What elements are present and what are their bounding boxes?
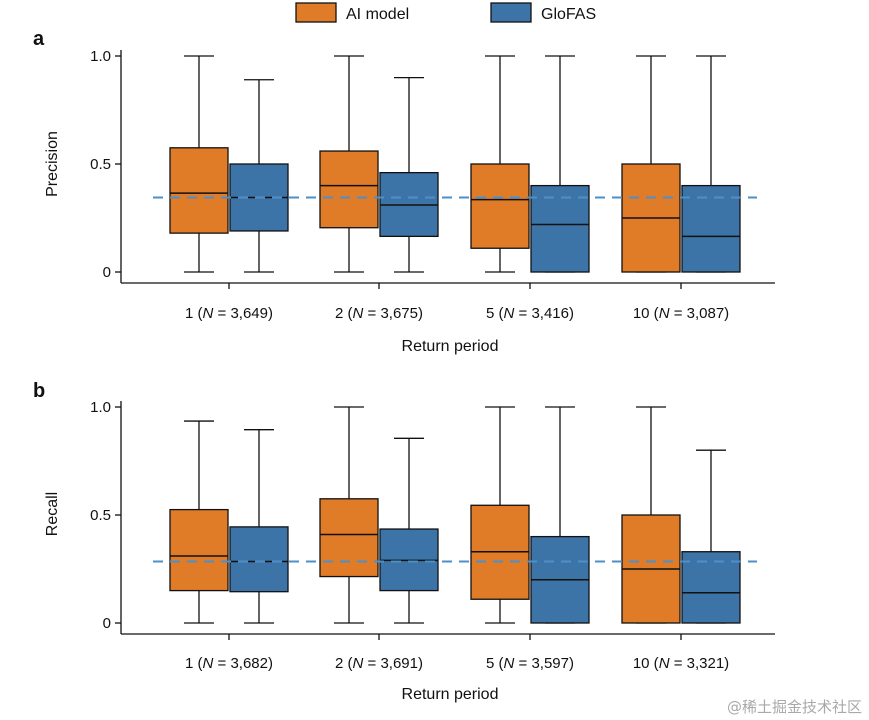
y-axis-title: Precision bbox=[44, 131, 61, 197]
ai-model-box-1 bbox=[169, 55, 229, 273]
y-tick-label: 1.0 bbox=[90, 48, 111, 65]
panel-b-recall: b Recall Return period 0 0.5 1.0 1 (N = 3,6… bbox=[33, 380, 775, 703]
iqr-box bbox=[681, 551, 741, 624]
y-axis-title: Recall bbox=[44, 492, 61, 536]
x-tick-label: 1 (N = 3,682) bbox=[185, 655, 273, 672]
iqr-box bbox=[319, 150, 379, 229]
y-tick-label: 0 bbox=[103, 264, 111, 281]
legend-label-ai-model: AI model bbox=[346, 6, 409, 23]
ai-model-box-10 bbox=[621, 406, 681, 624]
x-axis-title: Return period bbox=[402, 338, 499, 355]
x-tick-label: 5 (N = 3,416) bbox=[486, 305, 574, 322]
glofas-box-1 bbox=[229, 429, 289, 624]
x-tick-label: 2 (N = 3,675) bbox=[335, 305, 423, 322]
glofas-box-10 bbox=[681, 449, 741, 624]
y-tick-label: 0 bbox=[103, 615, 111, 632]
ai-model-box-5 bbox=[470, 55, 530, 273]
glofas-box-1 bbox=[229, 79, 289, 273]
legend-swatch-ai-model bbox=[295, 2, 337, 23]
x-tick-label: 10 (N = 3,321) bbox=[633, 655, 729, 672]
x-tick-label: 5 (N = 3,597) bbox=[486, 655, 574, 672]
ai-model-box-5 bbox=[470, 406, 530, 624]
iqr-box bbox=[681, 184, 741, 273]
x-tick-label: 2 (N = 3,691) bbox=[335, 655, 423, 672]
glofas-box-2 bbox=[379, 437, 439, 624]
legend-swatch-glofas bbox=[490, 2, 532, 23]
panel-letter-b: b bbox=[33, 380, 45, 402]
ai-model-box-1 bbox=[169, 420, 229, 624]
x-tick-label: 1 (N = 3,649) bbox=[185, 305, 273, 322]
iqr-box bbox=[229, 526, 289, 593]
iqr-box bbox=[169, 147, 229, 234]
iqr-box bbox=[470, 163, 530, 249]
y-tick-label: 1.0 bbox=[90, 399, 111, 416]
x-axis-title: Return period bbox=[402, 686, 499, 703]
panel-a-precision: a Precision Return period 0 0.5 1.0 1 (N = … bbox=[33, 28, 775, 355]
y-tick-label: 0.5 bbox=[90, 507, 111, 524]
ai-model-box-10 bbox=[621, 55, 681, 273]
panel-letter-a: a bbox=[33, 28, 45, 50]
iqr-box bbox=[530, 184, 590, 273]
iqr-box bbox=[169, 508, 229, 592]
glofas-box-5 bbox=[530, 406, 590, 624]
y-tick-label: 0.5 bbox=[90, 156, 111, 173]
glofas-box-2 bbox=[379, 76, 439, 273]
ai-model-box-2 bbox=[319, 406, 379, 624]
ai-model-box-2 bbox=[319, 55, 379, 273]
iqr-box bbox=[319, 498, 379, 578]
legend: AI model GloFAS bbox=[295, 2, 596, 23]
legend-label-glofas: GloFAS bbox=[541, 6, 596, 23]
glofas-box-10 bbox=[681, 55, 741, 273]
x-tick-label: 10 (N = 3,087) bbox=[633, 305, 729, 322]
glofas-box-5 bbox=[530, 55, 590, 273]
watermark: @稀土掘金技术社区 bbox=[727, 698, 862, 716]
